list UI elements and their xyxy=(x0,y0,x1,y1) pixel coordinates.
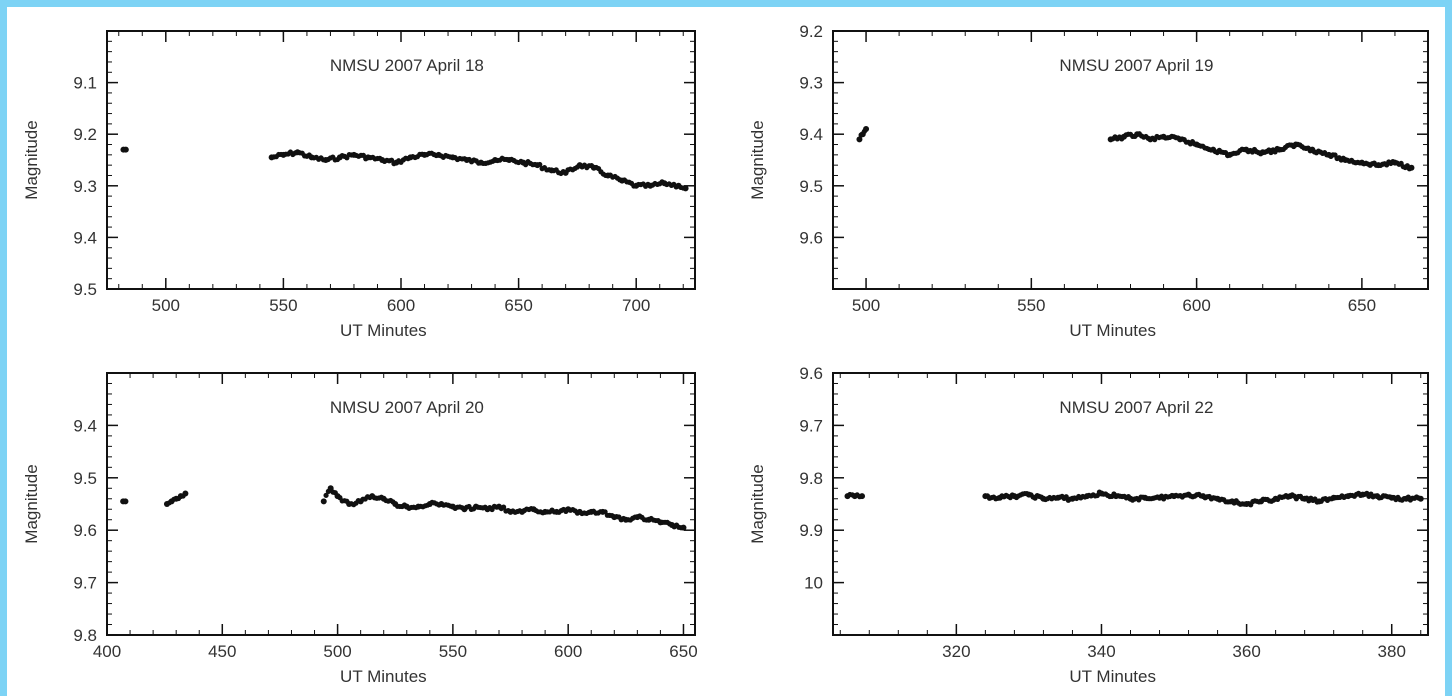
panel-1-x-tick-label: 700 xyxy=(622,296,650,315)
panel-1: 500 550 600 650 700 9.1 9.2 9.3 9.4 9.5 UT Minutes… xyxy=(22,30,696,340)
panel-4-x-tick-label: 340 xyxy=(1087,642,1115,661)
panel-1-x-tick-label: 550 xyxy=(269,296,297,315)
panel-2-y-tick-label: 9.5 xyxy=(799,177,823,196)
panel-2-y-tick-label: 9.4 xyxy=(799,125,823,144)
panel-3-x-tick-label: 400 xyxy=(93,642,121,661)
panel-1-y-tick-label: 9.5 xyxy=(73,280,97,299)
panel-3-data-point xyxy=(122,498,129,505)
panel-3-y-axis-title: Magnitude xyxy=(22,464,41,543)
panel-2-x-tick-label: 600 xyxy=(1182,296,1210,315)
panel-1-data-point xyxy=(537,161,543,168)
panel-3-data-point xyxy=(320,498,327,505)
panel-3: 400 450 500 550 600 650 9.4 9.5 9.6 9.7 9.8 UT Minu… xyxy=(22,372,698,686)
panel-1-x-tick-label: 500 xyxy=(152,296,180,315)
panel-2-data-point xyxy=(1408,164,1415,171)
panel-1-data-point xyxy=(682,185,689,192)
panel-4-y-tick-label: 9.9 xyxy=(799,521,823,540)
panel-1-data-point xyxy=(122,146,129,153)
panel-3-x-tick-label: 500 xyxy=(323,642,351,661)
panel-3-x-tick-label: 450 xyxy=(208,642,236,661)
panel-1-y-tick-label: 9.2 xyxy=(73,125,97,144)
panel-1-y-tick-label: 9.4 xyxy=(73,228,97,247)
panel-1-y-tick-label: 9.1 xyxy=(73,74,97,93)
panel-2-x-tick-label: 500 xyxy=(852,296,880,315)
panel-3-x-tick-label: 650 xyxy=(669,642,697,661)
panel-3-y-tick-label: 9.8 xyxy=(73,626,97,645)
panel-2-data-point xyxy=(863,126,870,133)
panel-3-x-tick-label: 600 xyxy=(554,642,582,661)
panel-3-data-point xyxy=(323,492,329,498)
panel-4-y-tick-label: 9.6 xyxy=(799,364,823,383)
panel-4-x-tick-label: 320 xyxy=(942,642,970,661)
panel-3-y-tick-label: 9.6 xyxy=(73,521,97,540)
panel-2-title: NMSU 2007 April 19 xyxy=(1059,56,1213,75)
panel-3-x-axis-title: UT Minutes xyxy=(340,667,427,686)
panel-4-x-tick-label: 360 xyxy=(1232,642,1260,661)
panel-3-data-point xyxy=(501,504,507,510)
panel-4-y-axis-title: Magnitude xyxy=(748,464,767,543)
panel-4-y-tick-label: 10 xyxy=(804,574,823,593)
panel-1-y-axis-title: Magnitude xyxy=(22,120,41,199)
panel-3-y-tick-label: 9.4 xyxy=(73,416,97,435)
panel-3-x-tick-label: 550 xyxy=(439,642,467,661)
panel-4-y-tick-label: 9.7 xyxy=(799,416,823,435)
panel-1-x-tick-label: 600 xyxy=(387,296,415,315)
panel-1-x-axis-title: UT Minutes xyxy=(340,321,427,340)
panel-3-title: NMSU 2007 April 20 xyxy=(330,398,484,417)
panel-4: 320 340 360 380 9.6 9.7 9.8 9.9 10 UT Minutes Magn… xyxy=(748,364,1429,686)
panel-3-data-point xyxy=(182,490,189,497)
panel-2-data-point xyxy=(856,136,863,143)
panel-3-data-point xyxy=(680,524,687,531)
panel-1-title: NMSU 2007 April 18 xyxy=(330,56,484,75)
panel-4-y-tick-label: 9.8 xyxy=(799,469,823,488)
panel-2-x-tick-label: 550 xyxy=(1017,296,1045,315)
panel-1-y-tick-label: 9.3 xyxy=(73,177,97,196)
panel-3-y-tick-label: 9.5 xyxy=(73,469,97,488)
panel-2-x-axis-title: UT Minutes xyxy=(1069,321,1156,340)
panel-4-data-point xyxy=(1417,495,1424,502)
panel-2-y-tick-label: 9.2 xyxy=(799,22,823,41)
light-curve-panels: 500 550 600 650 700 9.1 9.2 9.3 9.4 9.5 UT Minutes… xyxy=(22,22,1429,686)
panel-4-x-tick-label: 380 xyxy=(1378,642,1406,661)
panel-2-x-tick-label: 650 xyxy=(1348,296,1376,315)
panel-2: 500 550 600 650 9.2 9.3 9.4 9.5 9.6 UT Minutes Mag… xyxy=(748,22,1429,340)
panel-3-y-tick-label: 9.7 xyxy=(73,574,97,593)
figure: 500 550 600 650 700 9.1 9.2 9.3 9.4 9.5 UT Minutes… xyxy=(7,7,1445,696)
panel-2-y-tick-label: 9.3 xyxy=(799,74,823,93)
panel-4-data-point xyxy=(859,493,866,500)
panel-4-title: NMSU 2007 April 22 xyxy=(1059,398,1213,417)
panel-2-y-tick-label: 9.6 xyxy=(799,228,823,247)
panel-2-y-axis-title: Magnitude xyxy=(748,120,767,199)
panel-3-frame xyxy=(106,372,696,636)
panel-1-x-tick-label: 650 xyxy=(504,296,532,315)
panel-4-x-axis-title: UT Minutes xyxy=(1069,667,1156,686)
